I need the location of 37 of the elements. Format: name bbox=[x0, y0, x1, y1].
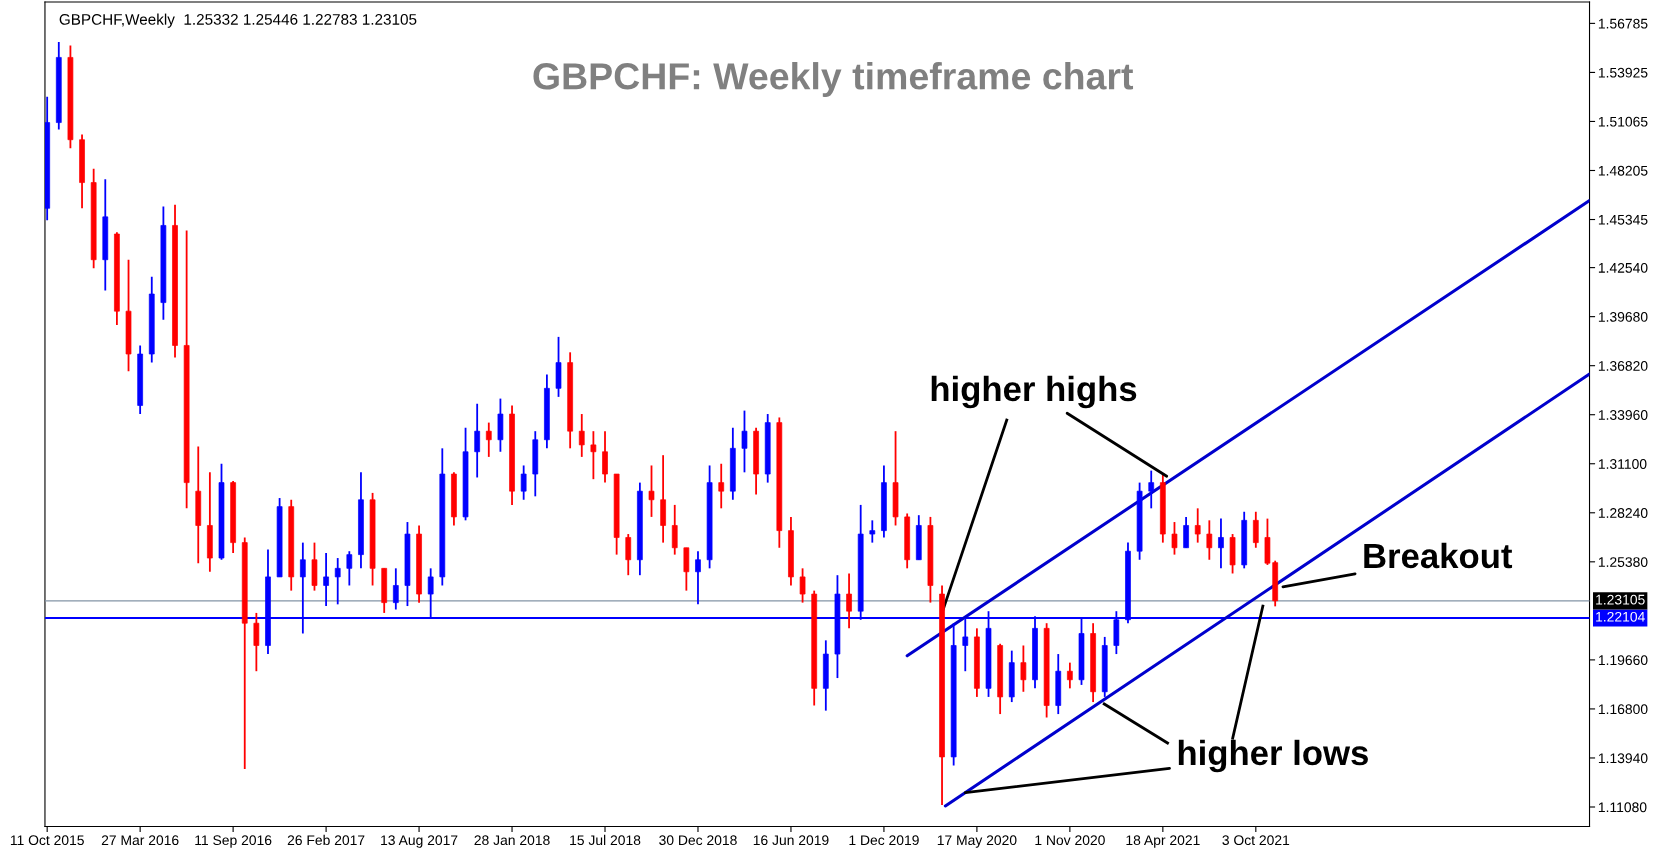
y-tick-label: 1.11080 bbox=[1598, 802, 1647, 813]
x-tick-label: 26 Feb 2017 bbox=[287, 834, 365, 846]
y-tick-label: 1.31100 bbox=[1598, 459, 1647, 469]
y-tick-label: 1.19660 bbox=[1598, 655, 1648, 666]
x-tick-label: 30 Dec 2018 bbox=[659, 835, 737, 846]
x-tick-label: 11 Sep 2016 bbox=[195, 835, 272, 848]
x-tick-label: 17 May 2020 bbox=[937, 835, 1017, 848]
y-tick-label: 1.45345 bbox=[1598, 214, 1648, 225]
y-tick-label: 1.36820 bbox=[1598, 361, 1648, 371]
x-tick-label: 18 Apr 2021 bbox=[1126, 835, 1200, 848]
y-tick-label: 1.16800 bbox=[1598, 704, 1648, 715]
annotation: GBPCHF,Weekly 1.25332 1.25446 1.22783 1.23105 bbox=[59, 13, 417, 28]
y-tick-label: 1.56785 bbox=[1598, 18, 1648, 29]
y-tick-label: 1.25380 bbox=[1598, 557, 1648, 567]
x-tick-label: 13 Aug 2017 bbox=[381, 835, 458, 848]
x-tick-label: 1 Nov 2020 bbox=[1035, 835, 1105, 846]
x-tick-label: 28 Jan 2018 bbox=[474, 835, 550, 846]
y-tick-label: 1.33960 bbox=[1598, 410, 1648, 420]
y-tick-label: 1.51065 bbox=[1598, 116, 1648, 127]
y-tick-label: 1.28240 bbox=[1598, 508, 1648, 518]
ref-line-label: 1.22104 bbox=[1596, 611, 1645, 622]
annotation: Breakout bbox=[1364, 542, 1513, 569]
annotation: higher lows bbox=[1178, 739, 1368, 773]
x-tick-label: 3 Oct 2021 bbox=[1222, 835, 1290, 846]
y-tick-label: 1.39680 bbox=[1598, 311, 1648, 322]
ref-line-label: 1.23105 bbox=[1596, 594, 1645, 605]
x-tick-label: 16 Jun 2019 bbox=[753, 835, 829, 846]
x-tick-label: 11 Oct 2015 bbox=[10, 835, 84, 846]
x-tick-label: 1 Dec 2019 bbox=[849, 835, 919, 846]
x-tick-label: 15 Jul 2018 bbox=[570, 834, 641, 846]
text: GBPCHF: Weekly timeframe chart bbox=[533, 62, 1134, 98]
y-tick-label: 1.53925 bbox=[1598, 67, 1648, 78]
y-tick-label: 1.13940 bbox=[1598, 753, 1648, 764]
y-tick-label: 1.48205 bbox=[1598, 165, 1648, 176]
annotation: higher highs bbox=[931, 375, 1137, 409]
y-tick-label: 1.42540 bbox=[1598, 262, 1648, 273]
x-tick-label: 27 Mar 2016 bbox=[101, 835, 179, 846]
